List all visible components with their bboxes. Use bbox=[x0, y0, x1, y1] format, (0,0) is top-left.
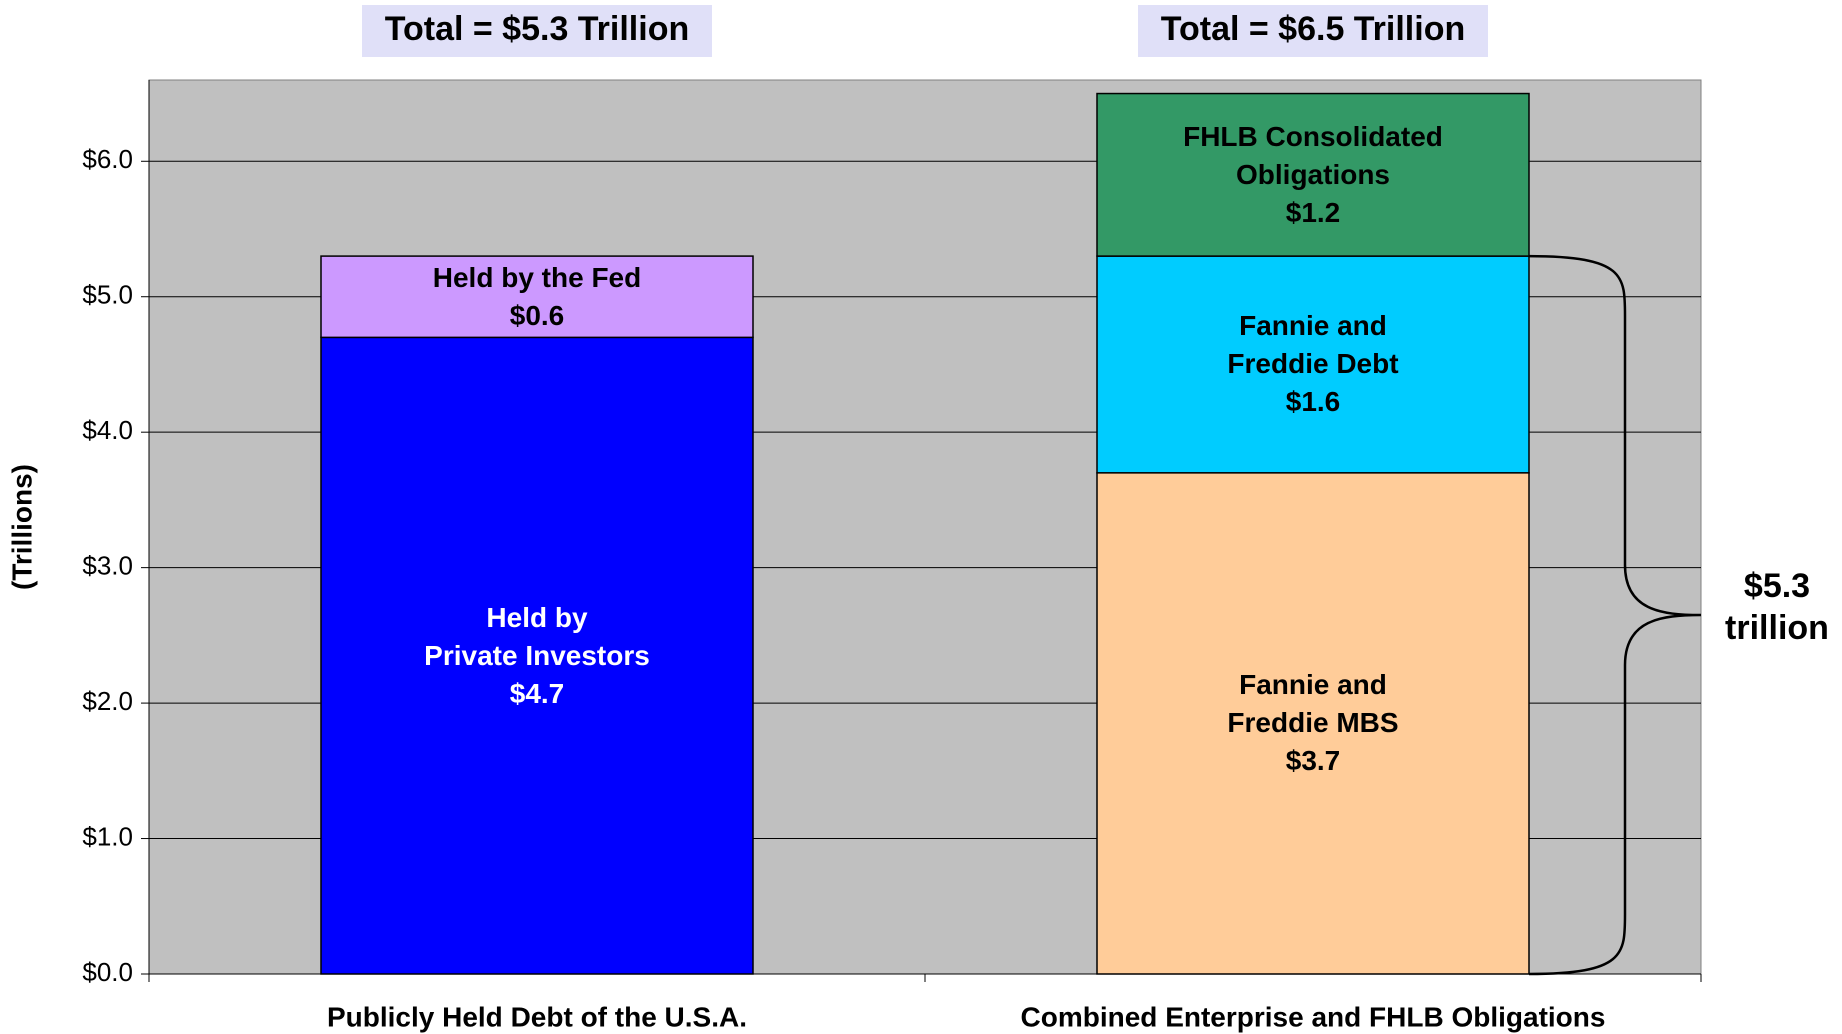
segment-name: Held by the Fed bbox=[432, 261, 642, 293]
total-box bbox=[1138, 5, 1488, 57]
segment-label: Held by Private Investors $4.7 bbox=[321, 337, 753, 974]
segment-value: $4.7 bbox=[509, 677, 565, 709]
segment-label: Fannie and Freddie Debt $1.6 bbox=[1097, 256, 1529, 473]
y-tick-label: $0.0 bbox=[82, 957, 133, 987]
segment-name: FHLB Consolidated Obligations bbox=[1183, 120, 1443, 190]
bar-segment bbox=[320, 255, 754, 339]
bar-segment bbox=[1096, 255, 1530, 474]
segment-value: $3.7 bbox=[1285, 745, 1341, 777]
bar-segment bbox=[1096, 472, 1530, 975]
segment-label-box: FHLB Consolidated Obligations $1.2 bbox=[1097, 94, 1529, 257]
y-tick-label: $6.0 bbox=[82, 144, 133, 174]
total-box bbox=[362, 5, 712, 57]
y-tick-label: $2.0 bbox=[82, 686, 133, 716]
brace bbox=[1528, 254, 1702, 976]
segment-label: FHLB Consolidated Obligations $1.2 bbox=[1097, 94, 1529, 257]
bar-segment bbox=[1096, 92, 1530, 257]
y-axis-label: (Trillions) bbox=[6, 464, 37, 590]
segment-label-box: Fannie and Freddie MBS $3.7 bbox=[1097, 473, 1529, 974]
segment-value: $1.6 bbox=[1285, 386, 1341, 418]
y-tick-label: $5.0 bbox=[82, 280, 133, 310]
total-label: Total = $5.3 Trillion bbox=[385, 10, 690, 48]
segment-label-box: Held by the Fed $0.6 bbox=[321, 256, 753, 337]
segment-label-box: Held by Private Investors $4.7 bbox=[321, 337, 753, 974]
x-tick-label: Publicly Held Debt of the U.S.A. bbox=[327, 1001, 747, 1032]
segment-value: $1.2 bbox=[1285, 196, 1341, 228]
segment-name: Fannie and Freddie MBS bbox=[1227, 669, 1399, 739]
x-tick-label: Combined Enterprise and FHLB Obligations bbox=[1021, 1001, 1606, 1032]
brace-label: $5.3 trillion bbox=[1725, 567, 1829, 648]
segment-value: $0.6 bbox=[509, 299, 565, 331]
y-tick-label: $3.0 bbox=[82, 551, 133, 581]
y-tick-label: $1.0 bbox=[82, 821, 133, 851]
bar-segment bbox=[320, 336, 754, 975]
segment-label: Held by the Fed $0.6 bbox=[321, 256, 753, 337]
total-label: Total = $6.5 Trillion bbox=[1161, 10, 1466, 48]
segment-label: Fannie and Freddie MBS $3.7 bbox=[1097, 473, 1529, 974]
segment-name: Fannie and Freddie Debt bbox=[1227, 310, 1399, 380]
segment-label-box: Fannie and Freddie Debt $1.6 bbox=[1097, 256, 1529, 473]
segment-name: Held by Private Investors bbox=[424, 601, 650, 671]
y-tick-label: $4.0 bbox=[82, 415, 133, 445]
brace-label-box: $5.3 trillion bbox=[1725, 567, 1829, 648]
